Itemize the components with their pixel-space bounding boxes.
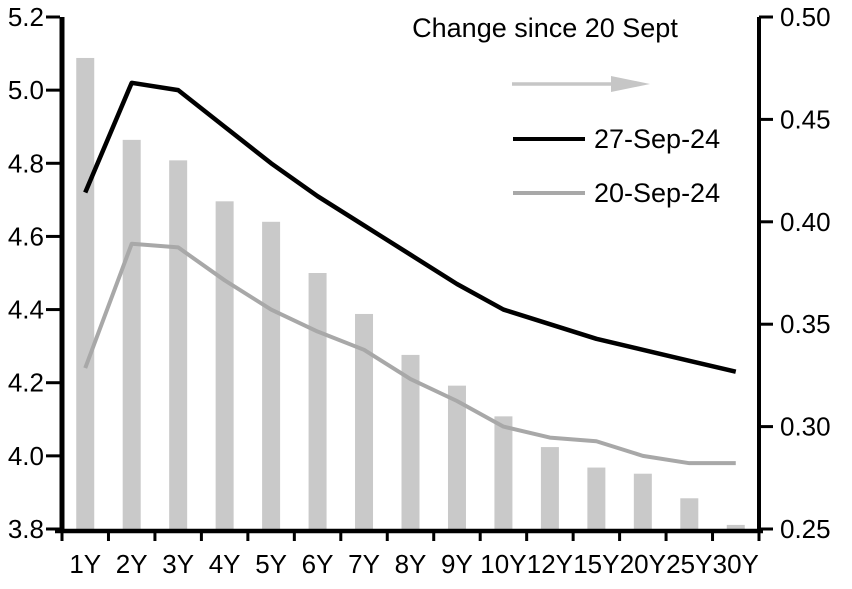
bar-4Y [215,201,234,529]
x-axis-tick-label: 3Y [162,549,194,579]
x-axis-tick-label: 25Y [666,549,712,579]
right-axis-tick-label: 0.25 [780,514,831,544]
bar-3Y [169,160,188,530]
line-27-sep-24 [83,80,737,374]
right-axis-tick-label: 0.35 [780,309,831,339]
bar-5Y [262,221,281,530]
bar-6Y [308,273,327,529]
x-axis-tick-label: 30Y [713,549,759,579]
x-axis-tick-label: 5Y [255,549,287,579]
x-axis-tick-label: 12Y [527,549,573,579]
x-axis-tick-label: 9Y [441,549,473,579]
line-20-sep-24 [83,241,736,466]
left-axis-tick-label: 4.6 [8,221,44,251]
bar-15Y [587,467,606,529]
left-axis-tick-label: 4.0 [8,441,44,471]
bar-25Y [680,498,699,529]
left-axis-tick-label: 4.2 [8,368,44,398]
bar-1Y [76,57,95,530]
x-axis-tick-label: 10Y [480,549,526,579]
bar-20Y [633,473,652,529]
left-axis-tick-label: 4.4 [8,295,44,325]
bar-30Y [726,524,745,529]
x-axis-tick-label: 2Y [116,549,148,579]
x-axis-tick-label: 20Y [620,549,666,579]
left-axis-tick-label: 5.2 [8,2,44,32]
x-axis-tick-label: 15Y [573,549,619,579]
right-axis-tick-label: 0.45 [780,104,831,134]
left-axis-tick-label: 4.8 [8,148,44,178]
right-axis-tick-label: 0.30 [780,412,831,442]
bar-7Y [355,313,374,529]
right-axis-tick-label: 0.40 [780,207,831,237]
bar-8Y [401,354,420,529]
x-axis-tick-label: 8Y [395,549,427,579]
left-axis-tick-label: 3.8 [8,514,44,544]
x-axis-tick-label: 7Y [348,549,380,579]
right-axis-tick-label: 0.50 [780,2,831,32]
bar-2Y [122,139,141,529]
bar-12Y [540,447,559,529]
x-axis-tick-label: 6Y [302,549,334,579]
bar-9Y [447,385,466,529]
x-axis-tick-label: 4Y [209,549,241,579]
x-axis-tick-label: 1Y [69,549,101,579]
bar-10Y [494,416,513,529]
left-axis-tick-label: 5.0 [8,75,44,105]
